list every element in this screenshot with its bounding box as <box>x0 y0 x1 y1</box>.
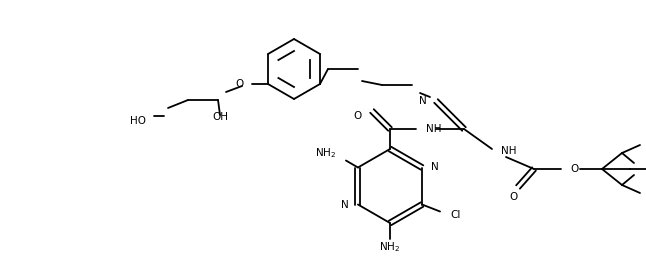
Text: NH: NH <box>501 146 517 156</box>
Text: O: O <box>510 192 518 202</box>
Text: N: N <box>419 96 427 106</box>
Text: NH$_2$: NH$_2$ <box>315 147 336 161</box>
Text: O: O <box>354 111 362 121</box>
Text: Cl: Cl <box>450 210 461 219</box>
Text: O: O <box>570 164 578 174</box>
Text: N: N <box>341 199 349 210</box>
Text: HO: HO <box>130 116 146 126</box>
Text: NH$_2$: NH$_2$ <box>379 240 401 254</box>
Text: N: N <box>431 162 439 173</box>
Text: NH: NH <box>426 124 441 134</box>
Text: OH: OH <box>212 112 228 122</box>
Text: O: O <box>236 79 244 89</box>
